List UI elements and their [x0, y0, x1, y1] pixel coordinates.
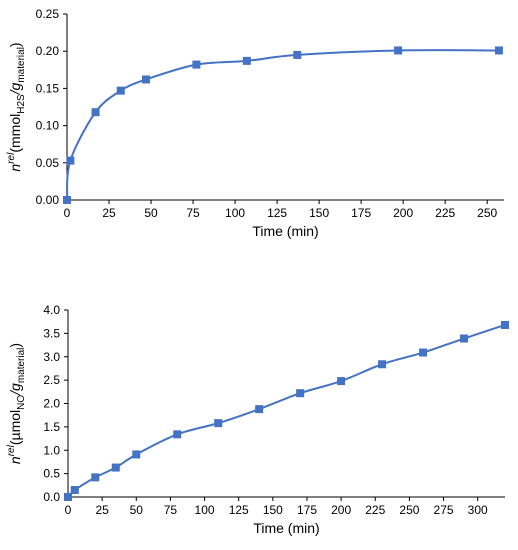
y-tick-label: 0.10	[36, 119, 60, 133]
data-point	[66, 156, 75, 165]
y-tick-label: 0.25	[36, 7, 60, 21]
x-tick-label: 125	[229, 503, 249, 517]
data-point	[173, 430, 182, 439]
y-tick-label: 0.15	[36, 81, 60, 95]
data-point	[132, 450, 141, 459]
y-tick-label: 4.0	[43, 303, 60, 317]
x-tick-label: 175	[297, 503, 317, 517]
x-axis-title: Time (min)	[252, 223, 318, 239]
y-tick-label: 2.0	[43, 397, 60, 411]
x-tick-label: 300	[468, 503, 488, 517]
y-tick-label: 1.0	[43, 443, 60, 457]
y-tick-label: 0.0	[43, 490, 60, 504]
data-point	[378, 360, 387, 369]
x-tick-label: 125	[267, 206, 287, 220]
data-point	[460, 334, 469, 343]
data-point	[293, 50, 302, 59]
y-tick-label: 3.0	[43, 350, 60, 364]
data-point	[419, 348, 428, 357]
x-tick-label: 0	[64, 206, 71, 220]
data-point	[116, 86, 125, 95]
y-tick-label: 0.00	[36, 193, 60, 207]
data-point	[296, 389, 305, 398]
x-tick-label: 50	[130, 503, 144, 517]
data-point	[111, 463, 120, 472]
x-tick-label: 250	[399, 503, 419, 517]
data-point	[63, 196, 71, 204]
x-tick-label: 100	[195, 503, 215, 517]
y-tick-label: 2.5	[43, 373, 60, 387]
data-point	[214, 419, 223, 428]
y-tick-label: 0.5	[43, 467, 60, 481]
data-point	[255, 405, 264, 414]
x-tick-label: 75	[164, 503, 178, 517]
y-tick-label: 3.5	[43, 326, 60, 340]
x-tick-label: 150	[263, 503, 283, 517]
x-tick-label: 225	[435, 206, 455, 220]
x-tick-label: 200	[393, 206, 413, 220]
data-point	[70, 485, 79, 494]
chart-no-release: 0.0 0.5 1.0 1.5 2.0 2.5 3.0 3.5 4.0 0 25 50 75 100 125…	[6, 303, 509, 536]
data-point	[337, 377, 346, 386]
x-tick-label: 250	[477, 206, 497, 220]
data-point	[141, 75, 150, 84]
series-line	[66, 49, 499, 201]
y-tick-label: 0.05	[36, 156, 60, 170]
x-tick-label: 100	[225, 206, 245, 220]
x-tick-label: 75	[186, 206, 200, 220]
x-tick-label: 150	[309, 206, 329, 220]
data-point	[91, 473, 100, 482]
x-tick-label: 175	[351, 206, 371, 220]
data-point	[91, 108, 100, 117]
x-axis-title: Time (min)	[253, 520, 319, 536]
x-tick-label: 225	[365, 503, 385, 517]
y-axis-title: nrel(µmolNO/gmaterial)	[6, 343, 27, 464]
x-tick-label: 0	[65, 503, 72, 517]
data-point	[64, 493, 72, 501]
data-point	[394, 46, 403, 55]
x-tick-label: 275	[434, 503, 454, 517]
x-tick-label: 25	[102, 206, 116, 220]
data-point	[242, 56, 251, 65]
series-line	[67, 324, 506, 498]
y-axis-title: nrel(mmolH2S/gmaterial)	[6, 42, 27, 171]
chart-h2s-release: 0.00 0.05 0.10 0.15 0.20 0.25 0 25 50 75 100 125 150…	[6, 7, 504, 239]
x-tick-label: 25	[95, 503, 109, 517]
y-tick-label: 1.5	[43, 420, 60, 434]
data-point	[192, 60, 201, 69]
data-point	[501, 320, 509, 329]
x-tick-label: 200	[331, 503, 351, 517]
y-tick-label: 0.20	[36, 44, 60, 58]
x-tick-label: 50	[144, 206, 158, 220]
data-point	[494, 46, 503, 55]
